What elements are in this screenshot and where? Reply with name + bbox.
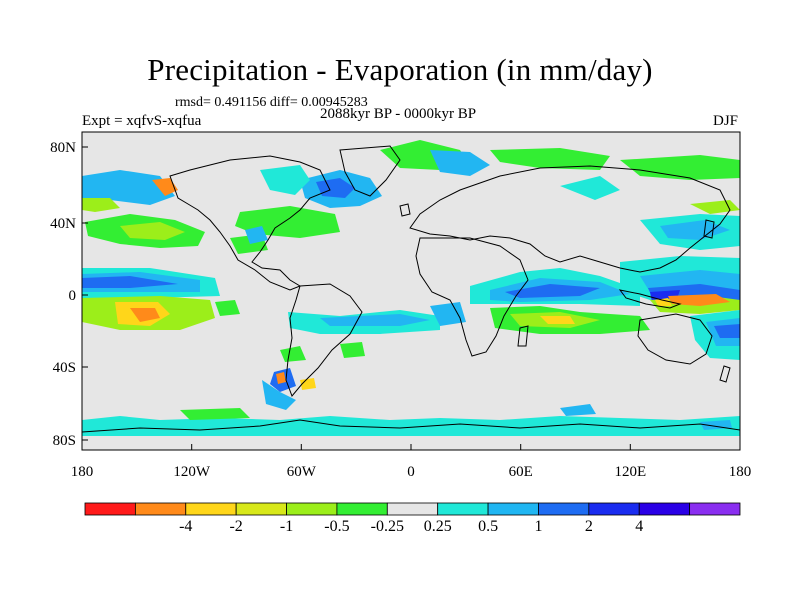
field-patch xyxy=(82,416,740,436)
field-patch xyxy=(276,372,286,384)
field-patch xyxy=(668,294,730,306)
lon-tick-label: 120W xyxy=(173,464,211,480)
coastline-new-zealand xyxy=(719,365,731,383)
coastline-australia xyxy=(637,313,713,365)
lon-tick-label: 180 xyxy=(729,464,752,480)
coastline-greenland xyxy=(339,145,401,197)
field-patch xyxy=(180,408,250,420)
field-patch xyxy=(490,148,610,170)
lon-tick-label: 60E xyxy=(509,464,533,480)
colorbar-label: 2 xyxy=(584,518,593,535)
colorbar-swatch xyxy=(487,502,539,516)
field-patch xyxy=(82,170,175,205)
coastline-eurasia xyxy=(409,165,731,273)
lat-tick-label: 40S xyxy=(53,360,76,376)
colorbar-swatch xyxy=(185,502,237,516)
colorbar-label: 4 xyxy=(635,518,644,535)
field-patch xyxy=(130,308,160,322)
field-patch xyxy=(430,302,466,326)
coastline-japan xyxy=(703,219,715,239)
colorbar-label: -0.5 xyxy=(324,518,350,535)
colorbar-label: 0.25 xyxy=(423,518,452,535)
stats-line: rmsd= 0.491156 diff= 0.00945283 xyxy=(175,95,368,110)
lon-tick-label: 180 xyxy=(71,464,94,480)
field-patch xyxy=(655,298,672,306)
field-patch xyxy=(120,222,185,240)
colorbar-label: -2 xyxy=(229,518,243,535)
colorbar-swatch xyxy=(84,502,136,516)
season-label: DJF xyxy=(712,113,738,129)
lat-tick-label: 0 xyxy=(69,288,77,304)
field-patch xyxy=(82,198,120,212)
longitude-axis: 180 120W 60W 0 60E 120E 180 xyxy=(71,444,752,480)
coastlines xyxy=(82,145,740,433)
field-patch xyxy=(215,300,240,316)
coastline-madagascar xyxy=(517,325,529,347)
field-patch xyxy=(690,200,740,214)
field-patch xyxy=(280,346,306,362)
field-patch xyxy=(560,176,620,200)
field-patch xyxy=(430,150,490,176)
lat-tick-label: 80N xyxy=(50,140,76,156)
lon-tick-label: 60W xyxy=(287,464,317,480)
field-patch xyxy=(340,342,365,358)
colorbar-label: 1 xyxy=(534,518,543,535)
lat-tick-label: 80S xyxy=(53,433,76,449)
field-patch xyxy=(714,324,740,338)
colorbar-swatch xyxy=(588,502,640,516)
colorbar-swatch xyxy=(638,502,691,516)
field-patch xyxy=(262,380,296,410)
field-patch xyxy=(620,155,740,180)
colorbar-swatch xyxy=(689,502,741,516)
colorbar-swatch xyxy=(538,502,590,516)
field-patch xyxy=(152,178,178,196)
coastline-uk xyxy=(399,203,411,217)
field-patch xyxy=(300,378,316,390)
field-patch xyxy=(82,276,178,288)
colorbar-label: 0.5 xyxy=(478,518,499,535)
lon-tick-label: 0 xyxy=(407,464,415,480)
field-patch xyxy=(540,316,575,324)
field-patch xyxy=(320,314,430,326)
colorbar-swatch xyxy=(286,502,338,516)
coastline-north-america xyxy=(169,155,331,291)
latitude-axis: 80N 40N 0 40S 80S xyxy=(50,140,88,449)
colorbar xyxy=(84,502,741,516)
period-subtitle: 2088kyr BP - 0000kyr BP xyxy=(320,106,477,122)
field-patch xyxy=(245,226,268,244)
coastline-antarctica xyxy=(82,419,740,433)
coastline-africa xyxy=(415,237,529,357)
field-patch xyxy=(505,284,600,298)
field-patch xyxy=(260,165,310,195)
colorbar-label: -0.25 xyxy=(370,518,404,535)
colorbar-swatch xyxy=(437,502,489,516)
coastline-indonesia xyxy=(618,289,682,309)
colorbar-swatch xyxy=(336,502,388,516)
experiment-label: Expt = xqfvS-xqfua xyxy=(82,113,202,129)
field-patch xyxy=(560,404,596,416)
colorbar-label: -4 xyxy=(179,518,193,535)
map-field xyxy=(82,132,740,450)
colorbar-swatch xyxy=(235,502,287,516)
lon-tick-label: 120E xyxy=(614,464,646,480)
field-patch xyxy=(316,178,355,198)
colorbar-swatch xyxy=(134,502,187,516)
colorbar-label: -1 xyxy=(279,518,294,535)
plot-title: Precipitation - Evaporation (in mm/day) xyxy=(147,52,653,87)
coastline-south-america xyxy=(285,283,363,397)
colorbar-swatch xyxy=(386,502,439,516)
lat-tick-label: 40N xyxy=(50,216,76,232)
